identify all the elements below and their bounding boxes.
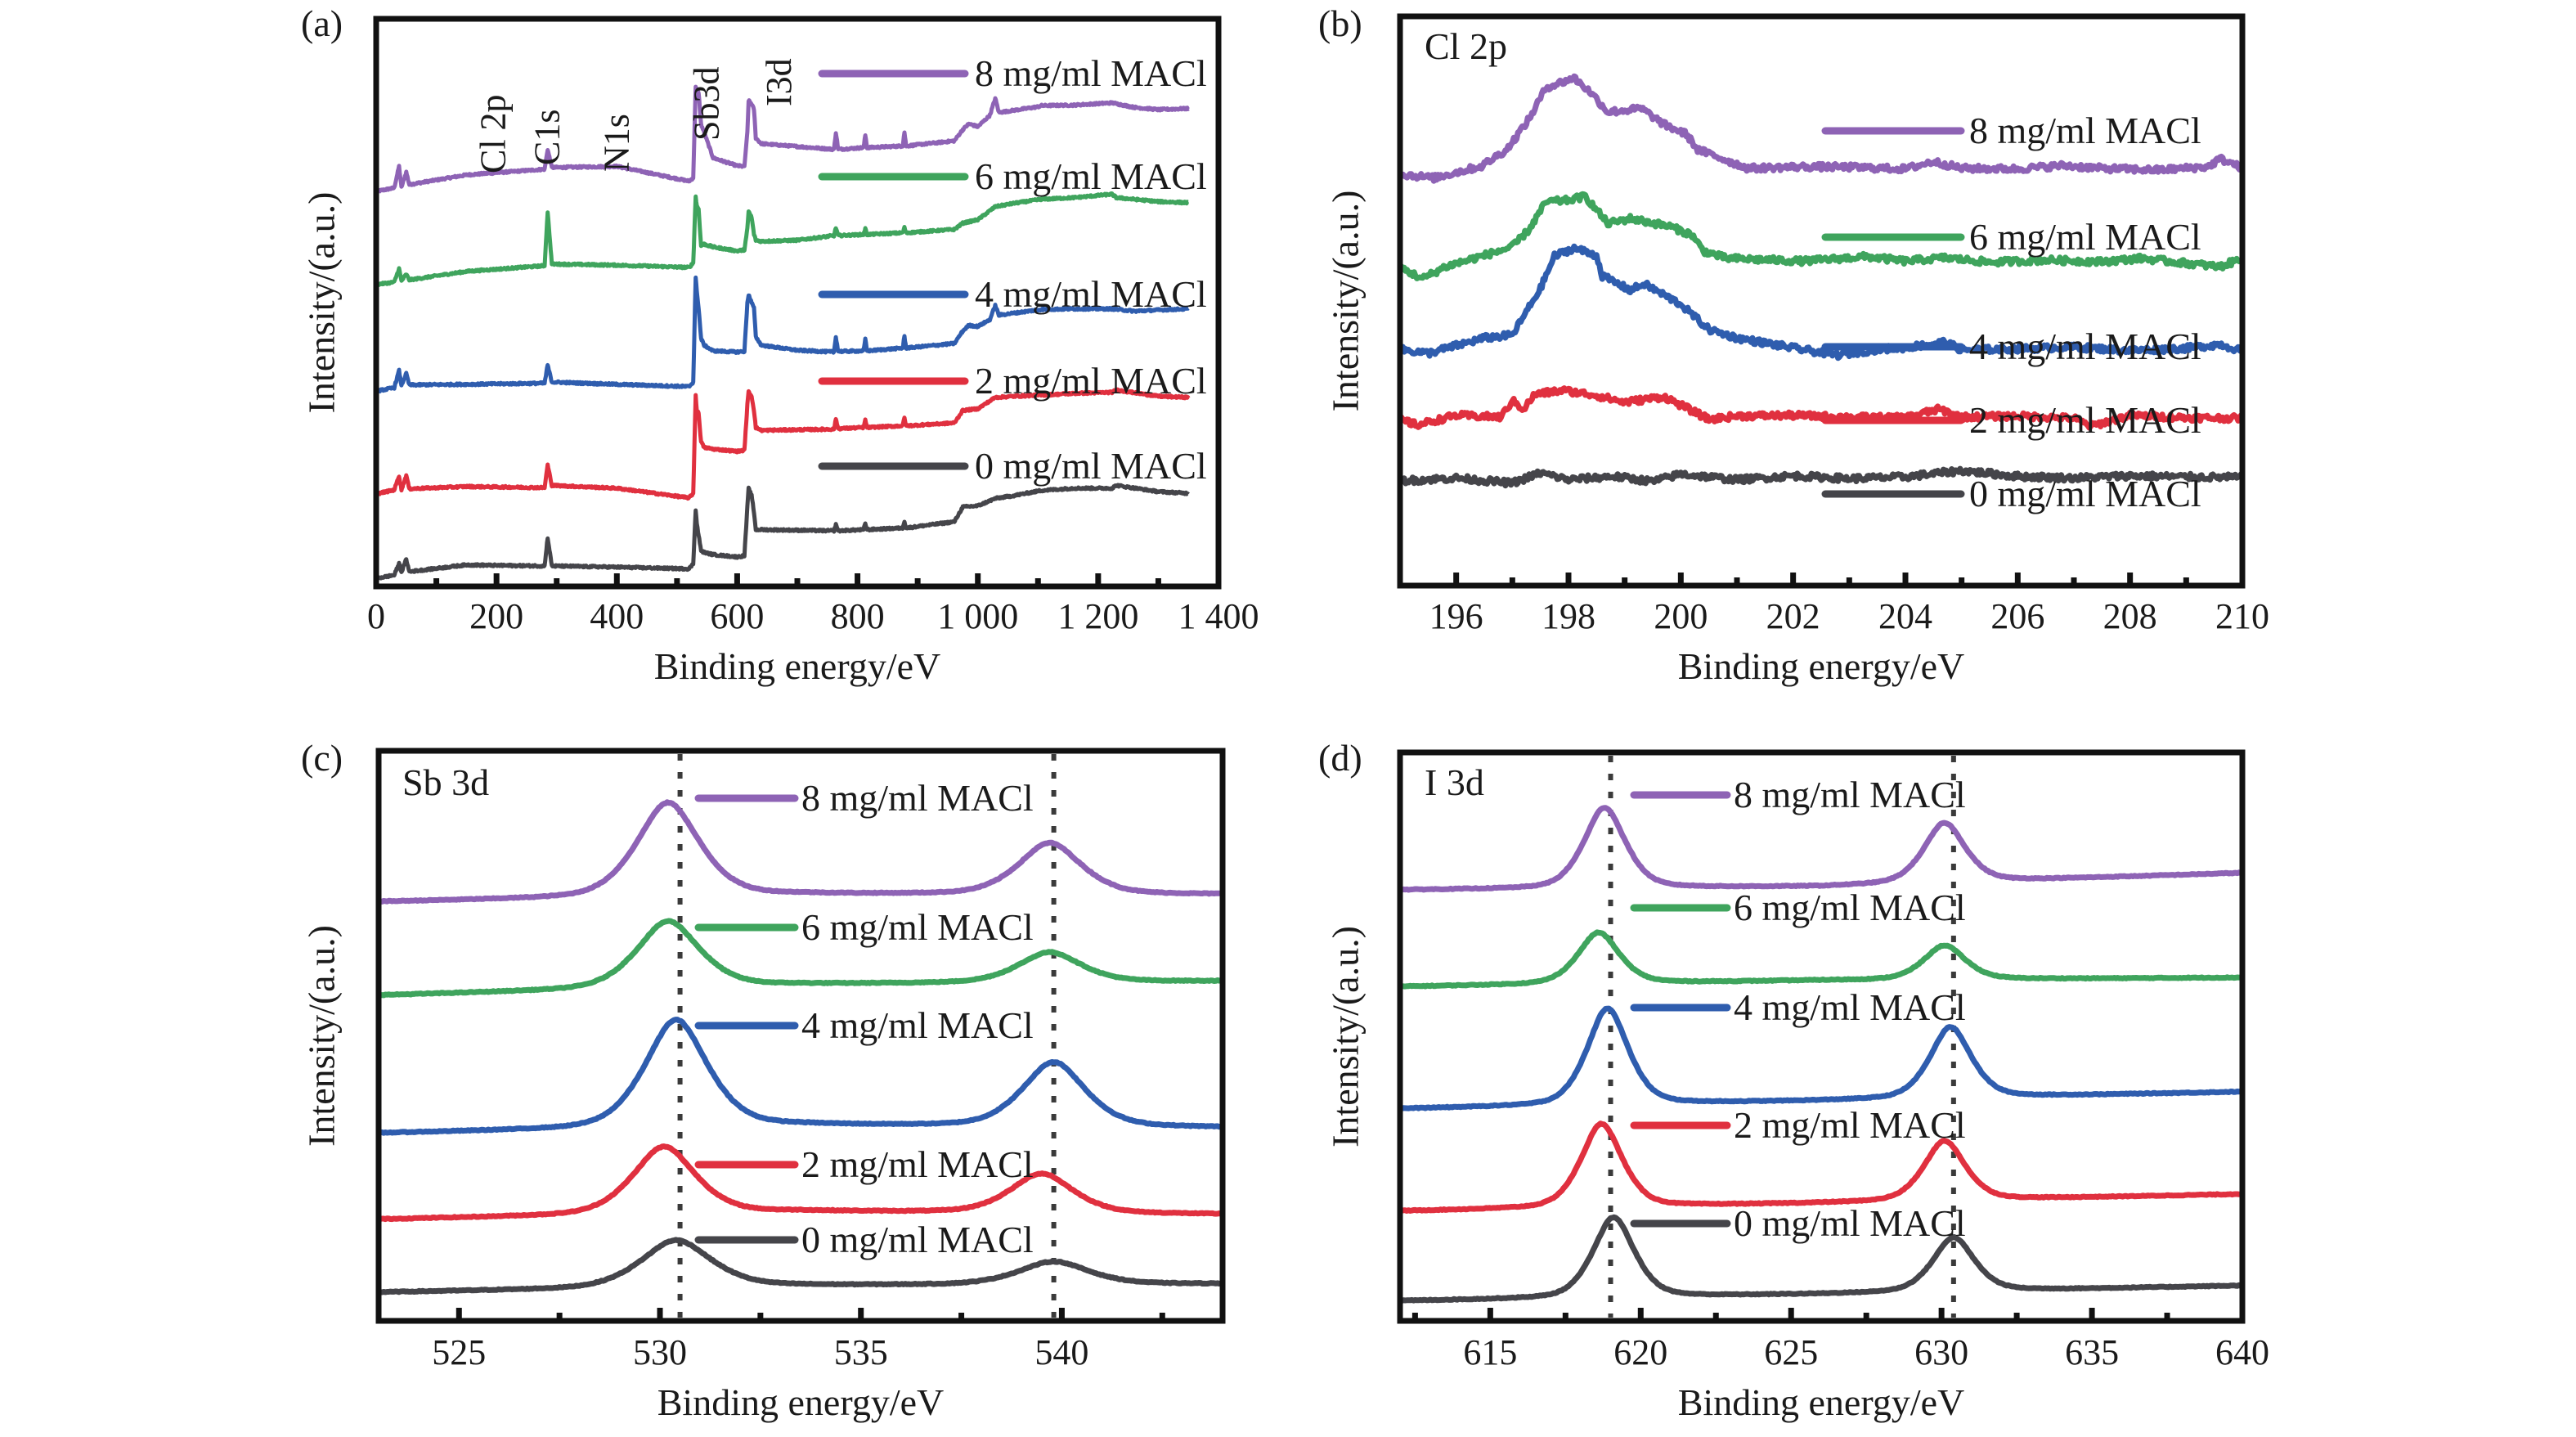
x-tick-label: 1 200 bbox=[1057, 596, 1138, 636]
x-tick-label: 400 bbox=[590, 596, 644, 636]
x-tick-label: 1 400 bbox=[1178, 596, 1259, 636]
panel-title: Sb 3d bbox=[402, 761, 489, 803]
x-axis-title: Binding energy/eV bbox=[657, 1381, 944, 1423]
legend-label: 8 mg/ml MACl bbox=[1969, 110, 2201, 151]
x-tick-label: 198 bbox=[1542, 596, 1595, 636]
series-line-0-mgml bbox=[1398, 1214, 2244, 1304]
x-tick-label: 200 bbox=[1654, 596, 1708, 636]
legend-label: 6 mg/ml MACl bbox=[975, 155, 1207, 197]
x-tick-label: 525 bbox=[432, 1332, 486, 1372]
series-line-2-mgml bbox=[377, 1143, 1224, 1223]
series-line-4-mgml bbox=[1398, 243, 2246, 361]
x-tick-label: 540 bbox=[1034, 1332, 1088, 1372]
y-axis-title: Intensity/(a.u.) bbox=[1325, 926, 1367, 1147]
x-tick-label: 615 bbox=[1463, 1332, 1517, 1372]
x-tick-label: 208 bbox=[2103, 596, 2157, 636]
legend-label: 0 mg/ml MACl bbox=[801, 1219, 1034, 1260]
panel-title: I 3d bbox=[1425, 761, 1484, 803]
peak-annotation: Cl 2p bbox=[473, 94, 513, 173]
x-tick-label: 530 bbox=[633, 1332, 687, 1372]
legend-label: 8 mg/ml MACl bbox=[801, 777, 1034, 819]
series-line-0-mgml bbox=[1398, 465, 2246, 489]
panel-label: (d) bbox=[1318, 737, 1362, 779]
x-tick-label: 600 bbox=[710, 596, 764, 636]
series-line-8-mgml bbox=[377, 799, 1224, 905]
peak-annotation: C1s bbox=[527, 110, 568, 165]
legend-label: 2 mg/ml MACl bbox=[801, 1143, 1034, 1185]
panel-label: (b) bbox=[1318, 2, 1362, 44]
panel-title: Cl 2p bbox=[1425, 25, 1507, 67]
legend-label: 2 mg/ml MACl bbox=[1734, 1104, 1966, 1146]
plot-frame bbox=[1397, 749, 2246, 1324]
series-line-6-mgml bbox=[1398, 929, 2244, 990]
x-axis-title: Binding energy/eV bbox=[1678, 1381, 1964, 1423]
legend-label: 6 mg/ml MACl bbox=[1734, 887, 1966, 928]
panel-label: (a) bbox=[301, 2, 343, 44]
peak-annotation: Sb3d bbox=[687, 67, 727, 141]
x-tick-label: 200 bbox=[469, 596, 523, 636]
series-line-8-mgml bbox=[1398, 73, 2246, 184]
x-tick-label: 635 bbox=[2065, 1332, 2119, 1372]
x-tick-label: 625 bbox=[1764, 1332, 1818, 1372]
peak-annotation: N1s bbox=[596, 114, 636, 172]
series-line-2-mgml bbox=[1398, 1120, 2244, 1215]
series-line-6-mgml bbox=[377, 918, 1224, 999]
legend-label: 2 mg/ml MACl bbox=[1969, 399, 2201, 441]
x-axis-title: Binding energy/eV bbox=[1678, 645, 1964, 687]
y-axis-title: Intensity/(a.u.) bbox=[301, 925, 343, 1147]
x-tick-label: 620 bbox=[1613, 1332, 1667, 1372]
series-line-6-mgml bbox=[375, 191, 1190, 288]
y-axis-title: Intensity/(a.u.) bbox=[1325, 191, 1367, 412]
plot-frame bbox=[375, 748, 1226, 1324]
x-tick-label: 800 bbox=[831, 596, 885, 636]
legend-label: 8 mg/ml MACl bbox=[975, 52, 1207, 94]
series-line-8-mgml bbox=[1398, 805, 2244, 893]
plot-frame bbox=[1397, 13, 2246, 589]
legend-label: 0 mg/ml MACl bbox=[1734, 1202, 1966, 1244]
x-tick-label: 204 bbox=[1878, 596, 1932, 636]
legend-label: 4 mg/ml MACl bbox=[801, 1004, 1034, 1046]
x-tick-label: 630 bbox=[1914, 1332, 1968, 1372]
series-line-0-mgml bbox=[377, 1237, 1224, 1296]
series-line-4-mgml bbox=[374, 275, 1190, 394]
x-tick-label: 640 bbox=[2215, 1332, 2269, 1372]
x-axis-title: Binding energy/eV bbox=[654, 645, 940, 687]
x-tick-label: 202 bbox=[1766, 596, 1820, 636]
x-tick-label: 1 000 bbox=[937, 596, 1018, 636]
legend-label: 6 mg/ml MACl bbox=[1969, 216, 2201, 258]
legend-label: 2 mg/ml MACl bbox=[975, 360, 1207, 402]
y-axis-title: Intensity/(a.u.) bbox=[301, 192, 343, 414]
x-tick-label: 206 bbox=[1990, 596, 2044, 636]
legend-label: 4 mg/ml MACl bbox=[975, 273, 1207, 315]
series-line-4-mgml bbox=[1398, 1005, 2244, 1112]
panel-b-cl2p: (b) Cl 2p 196 198 200 202 204 206 208 210 Bindin… bbox=[1318, 2, 2269, 687]
peak-annotation: I3d bbox=[759, 58, 799, 106]
legend-label: 4 mg/ml MACl bbox=[1734, 986, 1966, 1028]
panel-c-sb3d: (c) Sb 3d 525 530 535 540 Binding energy/eV I… bbox=[301, 737, 1226, 1423]
x-tick-label: 0 bbox=[367, 596, 385, 636]
legend-label: 4 mg/ml MACl bbox=[1969, 326, 2201, 367]
x-tick-label: 535 bbox=[834, 1332, 888, 1372]
panel-a-survey: (a) 0 200 400 600 800 1 000 1 200 1 400 Binding … bbox=[301, 2, 1259, 687]
series-line-4-mgml bbox=[377, 1017, 1224, 1136]
series-line-0-mgml bbox=[374, 483, 1190, 581]
series-line-8-mgml bbox=[375, 84, 1190, 194]
x-tick-label: 196 bbox=[1429, 596, 1483, 636]
legend-label: 6 mg/ml MACl bbox=[801, 906, 1034, 948]
legend-label: 0 mg/ml MACl bbox=[975, 445, 1207, 487]
series-line-2-mgml bbox=[1398, 385, 2246, 431]
legend-label: 8 mg/ml MACl bbox=[1734, 774, 1966, 815]
legend-label: 0 mg/ml MACl bbox=[1969, 473, 2201, 514]
x-tick-label: 210 bbox=[2215, 596, 2269, 636]
panel-label: (c) bbox=[301, 737, 343, 779]
series-line-2-mgml bbox=[374, 387, 1191, 501]
series-line-6-mgml bbox=[1398, 191, 2244, 281]
panel-d-i3d: (d) I 3d 615 620 625 630 635 640 Binding energ… bbox=[1318, 737, 2269, 1423]
